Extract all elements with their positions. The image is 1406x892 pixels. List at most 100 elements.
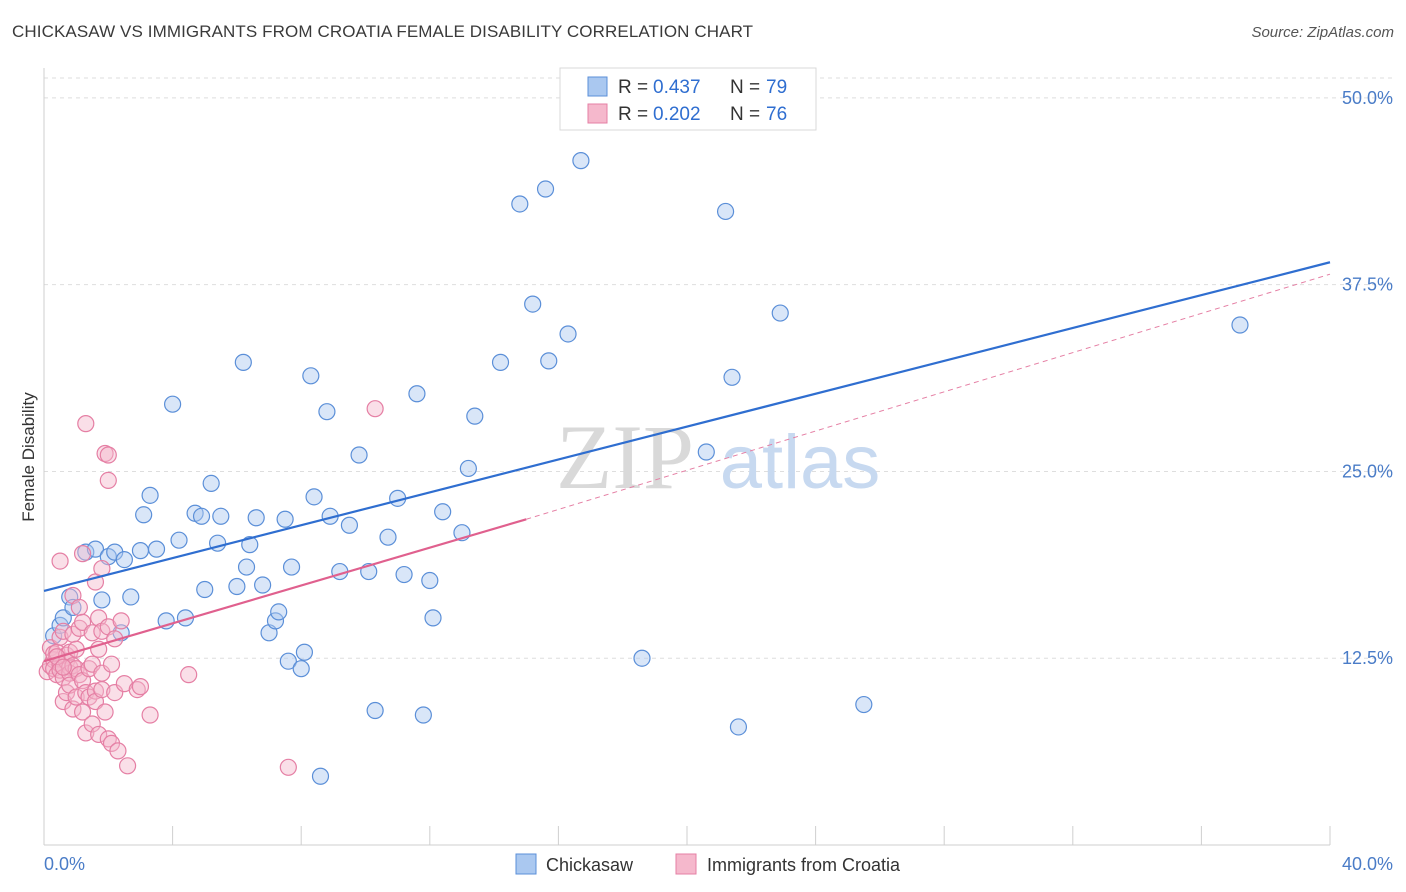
bottom-legend-swatch-chickasaw	[515, 853, 537, 875]
legend-n-value-1: 79	[766, 77, 787, 98]
chickasaw-point-54	[408, 385, 426, 403]
chickasaw-point-50	[366, 701, 384, 720]
chickasaw-point-73	[729, 718, 748, 736]
chickasaw-point-40	[295, 643, 314, 661]
chickasaw-point-14	[135, 506, 153, 524]
chickasaw-point-44	[318, 403, 336, 421]
chickasaw-point-24	[202, 474, 220, 492]
chickasaw-point-42	[305, 488, 323, 506]
chickasaw-point-13	[131, 542, 150, 560]
chickasaw-point-34	[266, 612, 285, 630]
croatia-point-57	[99, 471, 117, 490]
legend-swatch-croatia	[587, 103, 608, 124]
chickasaw-point-62	[491, 353, 510, 371]
chickasaw-point-60	[459, 459, 477, 478]
legend-r-label-1: R =	[618, 77, 648, 98]
croatia-point-38	[77, 724, 95, 742]
chickasaw-point-29	[237, 558, 256, 576]
croatia-point-35	[73, 703, 92, 721]
x-ticks	[43, 826, 1331, 845]
y-tick-labels: 12.5% 25.0% 37.5% 50.0%	[1342, 88, 1393, 668]
chickasaw-point-74	[771, 304, 789, 322]
croatia-point-49	[90, 725, 108, 744]
chickasaw-point-48	[350, 446, 368, 464]
y-axis-label: Female Disability	[19, 392, 38, 522]
y-tick-label-2: 37.5%	[1342, 275, 1393, 295]
croatia-point-53	[93, 680, 111, 699]
y-tick-label-1: 25.0%	[1342, 461, 1393, 481]
croatia-point-36	[77, 415, 95, 433]
chickasaw-point-38	[282, 558, 301, 576]
chickasaw-point-47	[340, 516, 359, 534]
chickasaw-point-68	[572, 152, 590, 170]
chickasaw-point-32	[254, 576, 272, 594]
croatia-point-72	[279, 758, 297, 776]
chickasaw-point-28	[234, 353, 252, 371]
chickasaw-point-37	[279, 652, 297, 670]
chickasaw-trend-line	[43, 261, 1331, 593]
chickasaw-point-36	[276, 510, 294, 528]
croatia-point-70	[141, 706, 159, 724]
croatia-point-54	[96, 703, 114, 721]
y-tick-label-3: 50.0%	[1342, 88, 1393, 108]
chickasaw-point-39	[292, 660, 310, 678]
croatia-trend-extension	[526, 273, 1331, 520]
chickasaw-point-15	[141, 486, 159, 504]
legend-n-label-2: N =	[730, 104, 760, 125]
croatia-point-75	[54, 658, 72, 676]
chickasaw-point-53	[395, 565, 413, 584]
chickasaw-point-11	[115, 551, 133, 569]
chickasaw-point-12	[122, 588, 140, 606]
chickasaw-point-41	[302, 367, 320, 385]
legend-swatch-chickasaw	[587, 76, 608, 97]
croatia-points	[38, 400, 384, 776]
chickasaw-point-43	[311, 767, 330, 785]
chickasaw-point-76	[1231, 316, 1249, 334]
chart-source: Source: ZipAtlas.com	[1251, 24, 1394, 41]
legend: R = 0.437 N = 79 R = 0.202 N = 76	[559, 67, 817, 131]
chickasaw-point-30	[241, 536, 259, 554]
chart-title: CHICKASAW VS IMMIGRANTS FROM CROATIA FEM…	[12, 22, 754, 41]
chickasaw-point-22	[192, 507, 211, 525]
chickasaw-point-51	[379, 528, 397, 546]
chickasaw-point-26	[212, 507, 230, 525]
croatia-trend-line	[43, 518, 527, 663]
chickasaw-point-27	[228, 577, 246, 596]
chickasaw-point-23	[196, 580, 214, 599]
bottom-legend-label-chickasaw: Chickasaw	[546, 855, 634, 875]
chickasaw-point-57	[424, 609, 442, 627]
watermark-atlas: atlas	[720, 420, 881, 505]
chickasaw-point-72	[723, 368, 741, 386]
chickasaw-point-67	[559, 325, 577, 343]
bottom-legend: Chickasaw Immigrants from Croatia	[515, 853, 901, 875]
croatia-point-60	[102, 655, 121, 673]
chickasaw-point-16	[147, 540, 166, 558]
legend-r-label-2: R =	[618, 104, 648, 125]
chickasaw-point-31	[247, 509, 265, 527]
chickasaw-point-69	[633, 649, 651, 667]
croatia-point-28	[67, 688, 85, 706]
chickasaw-point-35	[270, 603, 288, 621]
bottom-legend-label-croatia: Immigrants from Croatia	[707, 855, 901, 875]
croatia-point-73	[366, 400, 384, 418]
chickasaw-point-64	[524, 295, 542, 313]
legend-n-value-2: 76	[766, 104, 787, 125]
chickasaw-point-75	[855, 695, 873, 714]
legend-r-value-2: 0.202	[653, 104, 701, 125]
chickasaw-point-19	[170, 531, 188, 549]
chickasaw-point-61	[466, 407, 484, 425]
chickasaw-point-66	[540, 352, 558, 370]
croatia-point-65	[112, 612, 130, 630]
y-tick-label-0: 12.5%	[1342, 648, 1393, 668]
chickasaw-point-65	[536, 180, 555, 198]
chickasaw-point-6	[86, 540, 105, 558]
x-tick-label-max: 40.0%	[1342, 854, 1393, 874]
legend-r-value-1: 0.437	[653, 77, 701, 98]
chickasaw-point-4	[64, 598, 82, 617]
watermark: ZIP atlas	[556, 406, 880, 508]
croatia-point-69	[131, 678, 150, 696]
chickasaw-point-63	[511, 195, 529, 213]
chickasaw-point-70	[697, 443, 715, 461]
croatia-point-31	[70, 598, 88, 617]
